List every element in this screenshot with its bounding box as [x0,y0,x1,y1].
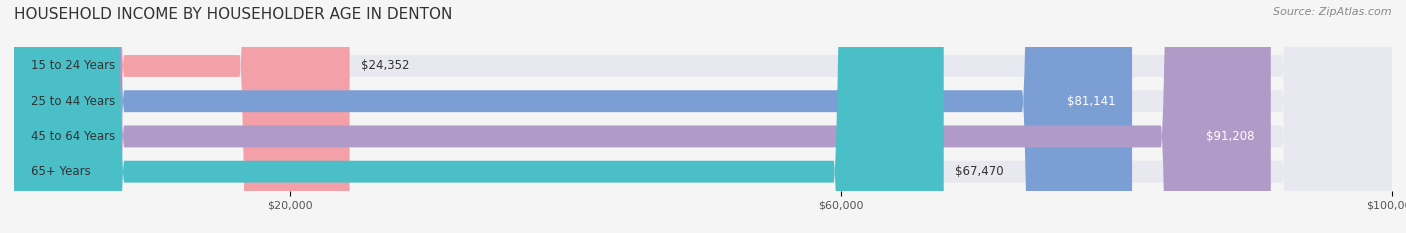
Text: $67,470: $67,470 [955,165,1004,178]
Text: Source: ZipAtlas.com: Source: ZipAtlas.com [1274,7,1392,17]
FancyBboxPatch shape [14,0,1392,233]
Text: 15 to 24 Years: 15 to 24 Years [31,59,115,72]
FancyBboxPatch shape [14,0,1392,233]
Text: 65+ Years: 65+ Years [31,165,90,178]
FancyBboxPatch shape [14,0,1271,233]
Text: $91,208: $91,208 [1206,130,1254,143]
Text: 25 to 44 Years: 25 to 44 Years [31,95,115,108]
FancyBboxPatch shape [14,0,1392,233]
FancyBboxPatch shape [14,0,943,233]
FancyBboxPatch shape [14,0,1392,233]
Text: HOUSEHOLD INCOME BY HOUSEHOLDER AGE IN DENTON: HOUSEHOLD INCOME BY HOUSEHOLDER AGE IN D… [14,7,453,22]
FancyBboxPatch shape [14,0,1132,233]
Text: $24,352: $24,352 [360,59,409,72]
FancyBboxPatch shape [14,0,350,233]
Text: $81,141: $81,141 [1067,95,1115,108]
Text: 45 to 64 Years: 45 to 64 Years [31,130,115,143]
